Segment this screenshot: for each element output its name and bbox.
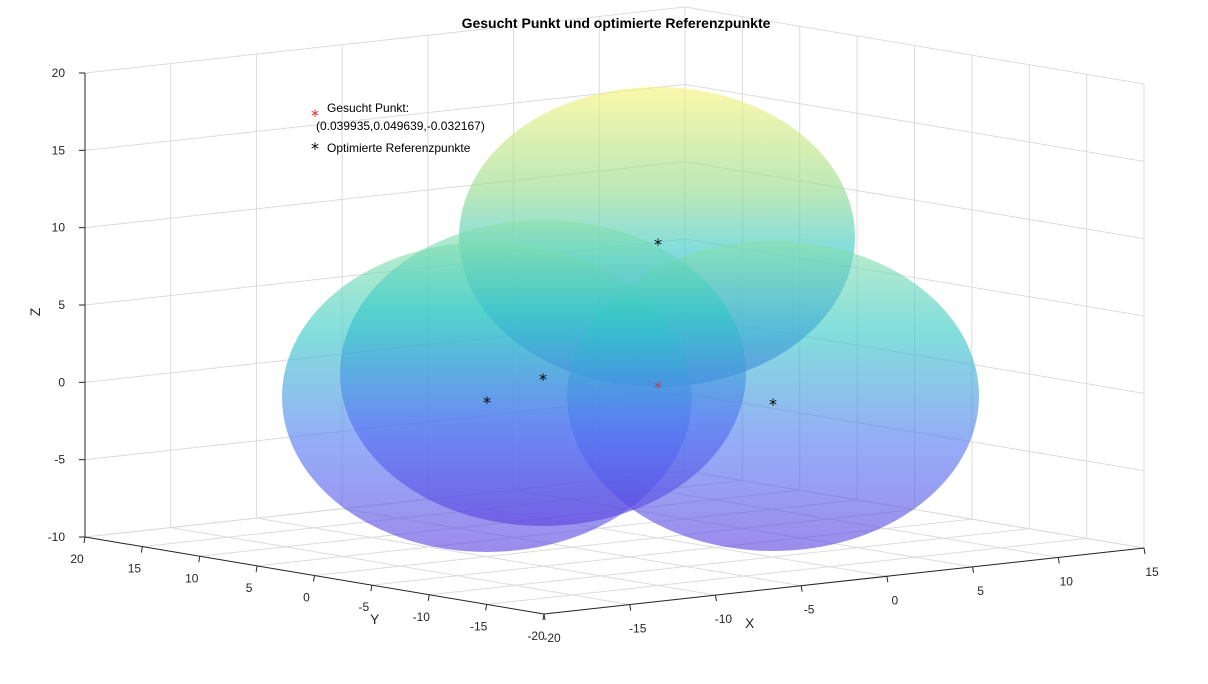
y-tick-label: 15 xyxy=(128,562,142,576)
data-markers: * * * * * xyxy=(483,235,777,414)
tick-labels: 20 15 10 5 0 -5 -10 -15 -20-20 -15 -10 -5 0 5 10 15 20 15… xyxy=(48,66,1159,645)
grid-line xyxy=(486,537,1087,605)
spheres xyxy=(282,87,979,552)
y-tick-label: -15 xyxy=(470,619,488,633)
y-tick-label: 5 xyxy=(246,581,253,595)
y-tick-label: 20 xyxy=(70,552,84,566)
z-tick-label: 0 xyxy=(58,375,65,389)
y-tick-label: -20 xyxy=(527,629,545,643)
z-tick-label: 10 xyxy=(52,221,66,235)
x-axis-line xyxy=(543,547,1145,615)
x-tick xyxy=(1143,547,1146,555)
x-tick-label: -20 xyxy=(543,631,561,645)
grid-line xyxy=(684,6,1145,85)
x-tick xyxy=(629,604,632,611)
chart-title: Gesucht Punkt und optimierte Referenzpun… xyxy=(462,15,771,31)
z-tick-label: 15 xyxy=(52,143,66,157)
x-tick-label: 0 xyxy=(892,593,899,607)
legend: * Gesucht Punkt: (0.039935,0.049639,-0.0… xyxy=(311,101,485,158)
y-tick-label: 10 xyxy=(185,571,199,585)
z-tick-label: -10 xyxy=(48,530,66,544)
x-tick xyxy=(972,566,975,573)
x-axis-label: X xyxy=(745,615,755,631)
legend-marker-target: * xyxy=(311,106,319,125)
x-tick xyxy=(543,613,546,621)
x-tick xyxy=(886,576,889,583)
y-tick xyxy=(313,575,315,582)
x-tick xyxy=(714,595,717,602)
x-tick-label: 5 xyxy=(977,584,984,598)
y-tick xyxy=(255,565,258,572)
x-tick xyxy=(1057,557,1060,564)
ref-point-marker-2: * xyxy=(483,393,491,412)
x-tick-label: -15 xyxy=(629,622,647,636)
x-tick xyxy=(800,585,803,592)
y-tick-label: -5 xyxy=(359,600,370,614)
ref-point-marker-4: * xyxy=(539,370,547,389)
y-tick xyxy=(485,604,488,611)
target-point-marker: * xyxy=(654,378,662,397)
z-tick-label: 20 xyxy=(52,66,66,80)
grid-line xyxy=(84,6,686,74)
sphere-4 xyxy=(340,220,746,526)
x-tick-label: 10 xyxy=(1060,574,1074,588)
y-tick-label: -10 xyxy=(413,610,431,624)
ref-point-marker-3: * xyxy=(769,395,777,414)
y-tick xyxy=(83,536,86,544)
grid-line xyxy=(684,83,1145,162)
y-tick xyxy=(427,594,430,601)
legend-label-target-line1: Gesucht Punkt: xyxy=(327,101,409,115)
z-axis-label: Z xyxy=(27,307,43,316)
x-tick-label: -5 xyxy=(804,603,815,617)
axes xyxy=(79,72,1146,621)
x-tick-label: -10 xyxy=(715,612,733,626)
grid-line xyxy=(429,528,1030,596)
legend-marker-refs: * xyxy=(311,139,319,158)
grid-line xyxy=(84,83,686,151)
y-tick xyxy=(198,556,201,563)
x-tick-label: 15 xyxy=(1145,565,1159,579)
y-tick-label: 0 xyxy=(303,591,310,605)
z-tick-label: -5 xyxy=(54,453,65,467)
ref-point-marker-1: * xyxy=(654,235,662,254)
y-tick xyxy=(370,585,373,592)
legend-label-target-line2: (0.039935,0.049639,-0.032167) xyxy=(316,119,485,133)
y-axis-label: Y xyxy=(370,611,380,627)
y-tick xyxy=(140,546,143,553)
legend-label-refs: Optimierte Referenzpunkte xyxy=(327,141,471,155)
z-tick-label: 5 xyxy=(58,298,65,312)
